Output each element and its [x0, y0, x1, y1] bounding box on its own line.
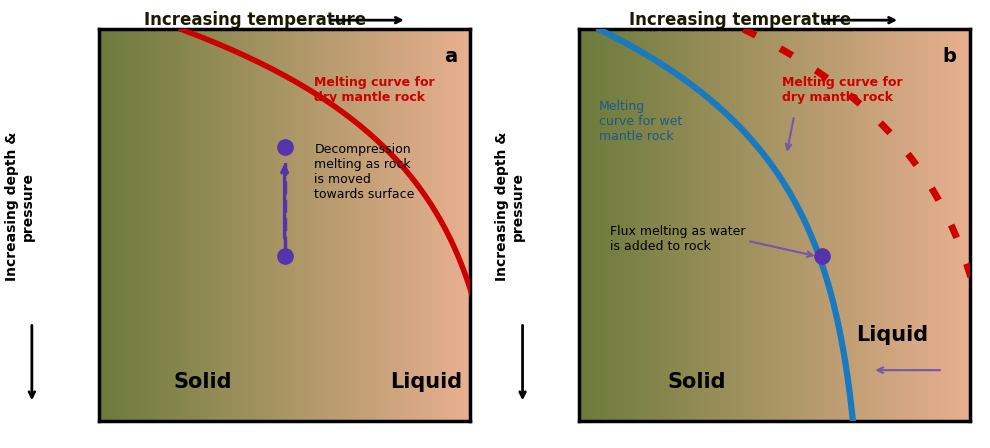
Text: Liquid: Liquid — [856, 325, 928, 345]
Text: Decompression
melting as rock
is moved
towards surface: Decompression melting as rock is moved t… — [315, 143, 415, 201]
Text: Liquid: Liquid — [390, 372, 461, 392]
Text: Increasing depth &
pressure: Increasing depth & pressure — [495, 131, 525, 281]
Text: Flux melting as water
is added to rock: Flux melting as water is added to rock — [611, 225, 745, 253]
Text: Solid: Solid — [173, 372, 233, 392]
Text: Increasing temperature: Increasing temperature — [144, 11, 366, 29]
Text: Increasing depth &
pressure: Increasing depth & pressure — [5, 131, 35, 281]
Text: Melting curve for
dry mantle rock: Melting curve for dry mantle rock — [782, 76, 903, 104]
Text: Increasing temperature: Increasing temperature — [629, 11, 851, 29]
Text: Melting
curve for wet
mantle rock: Melting curve for wet mantle rock — [599, 99, 682, 142]
Text: Solid: Solid — [667, 372, 726, 392]
Text: Melting curve for
dry mantle rock: Melting curve for dry mantle rock — [315, 76, 435, 104]
Text: a: a — [445, 47, 457, 66]
Text: b: b — [942, 47, 956, 66]
